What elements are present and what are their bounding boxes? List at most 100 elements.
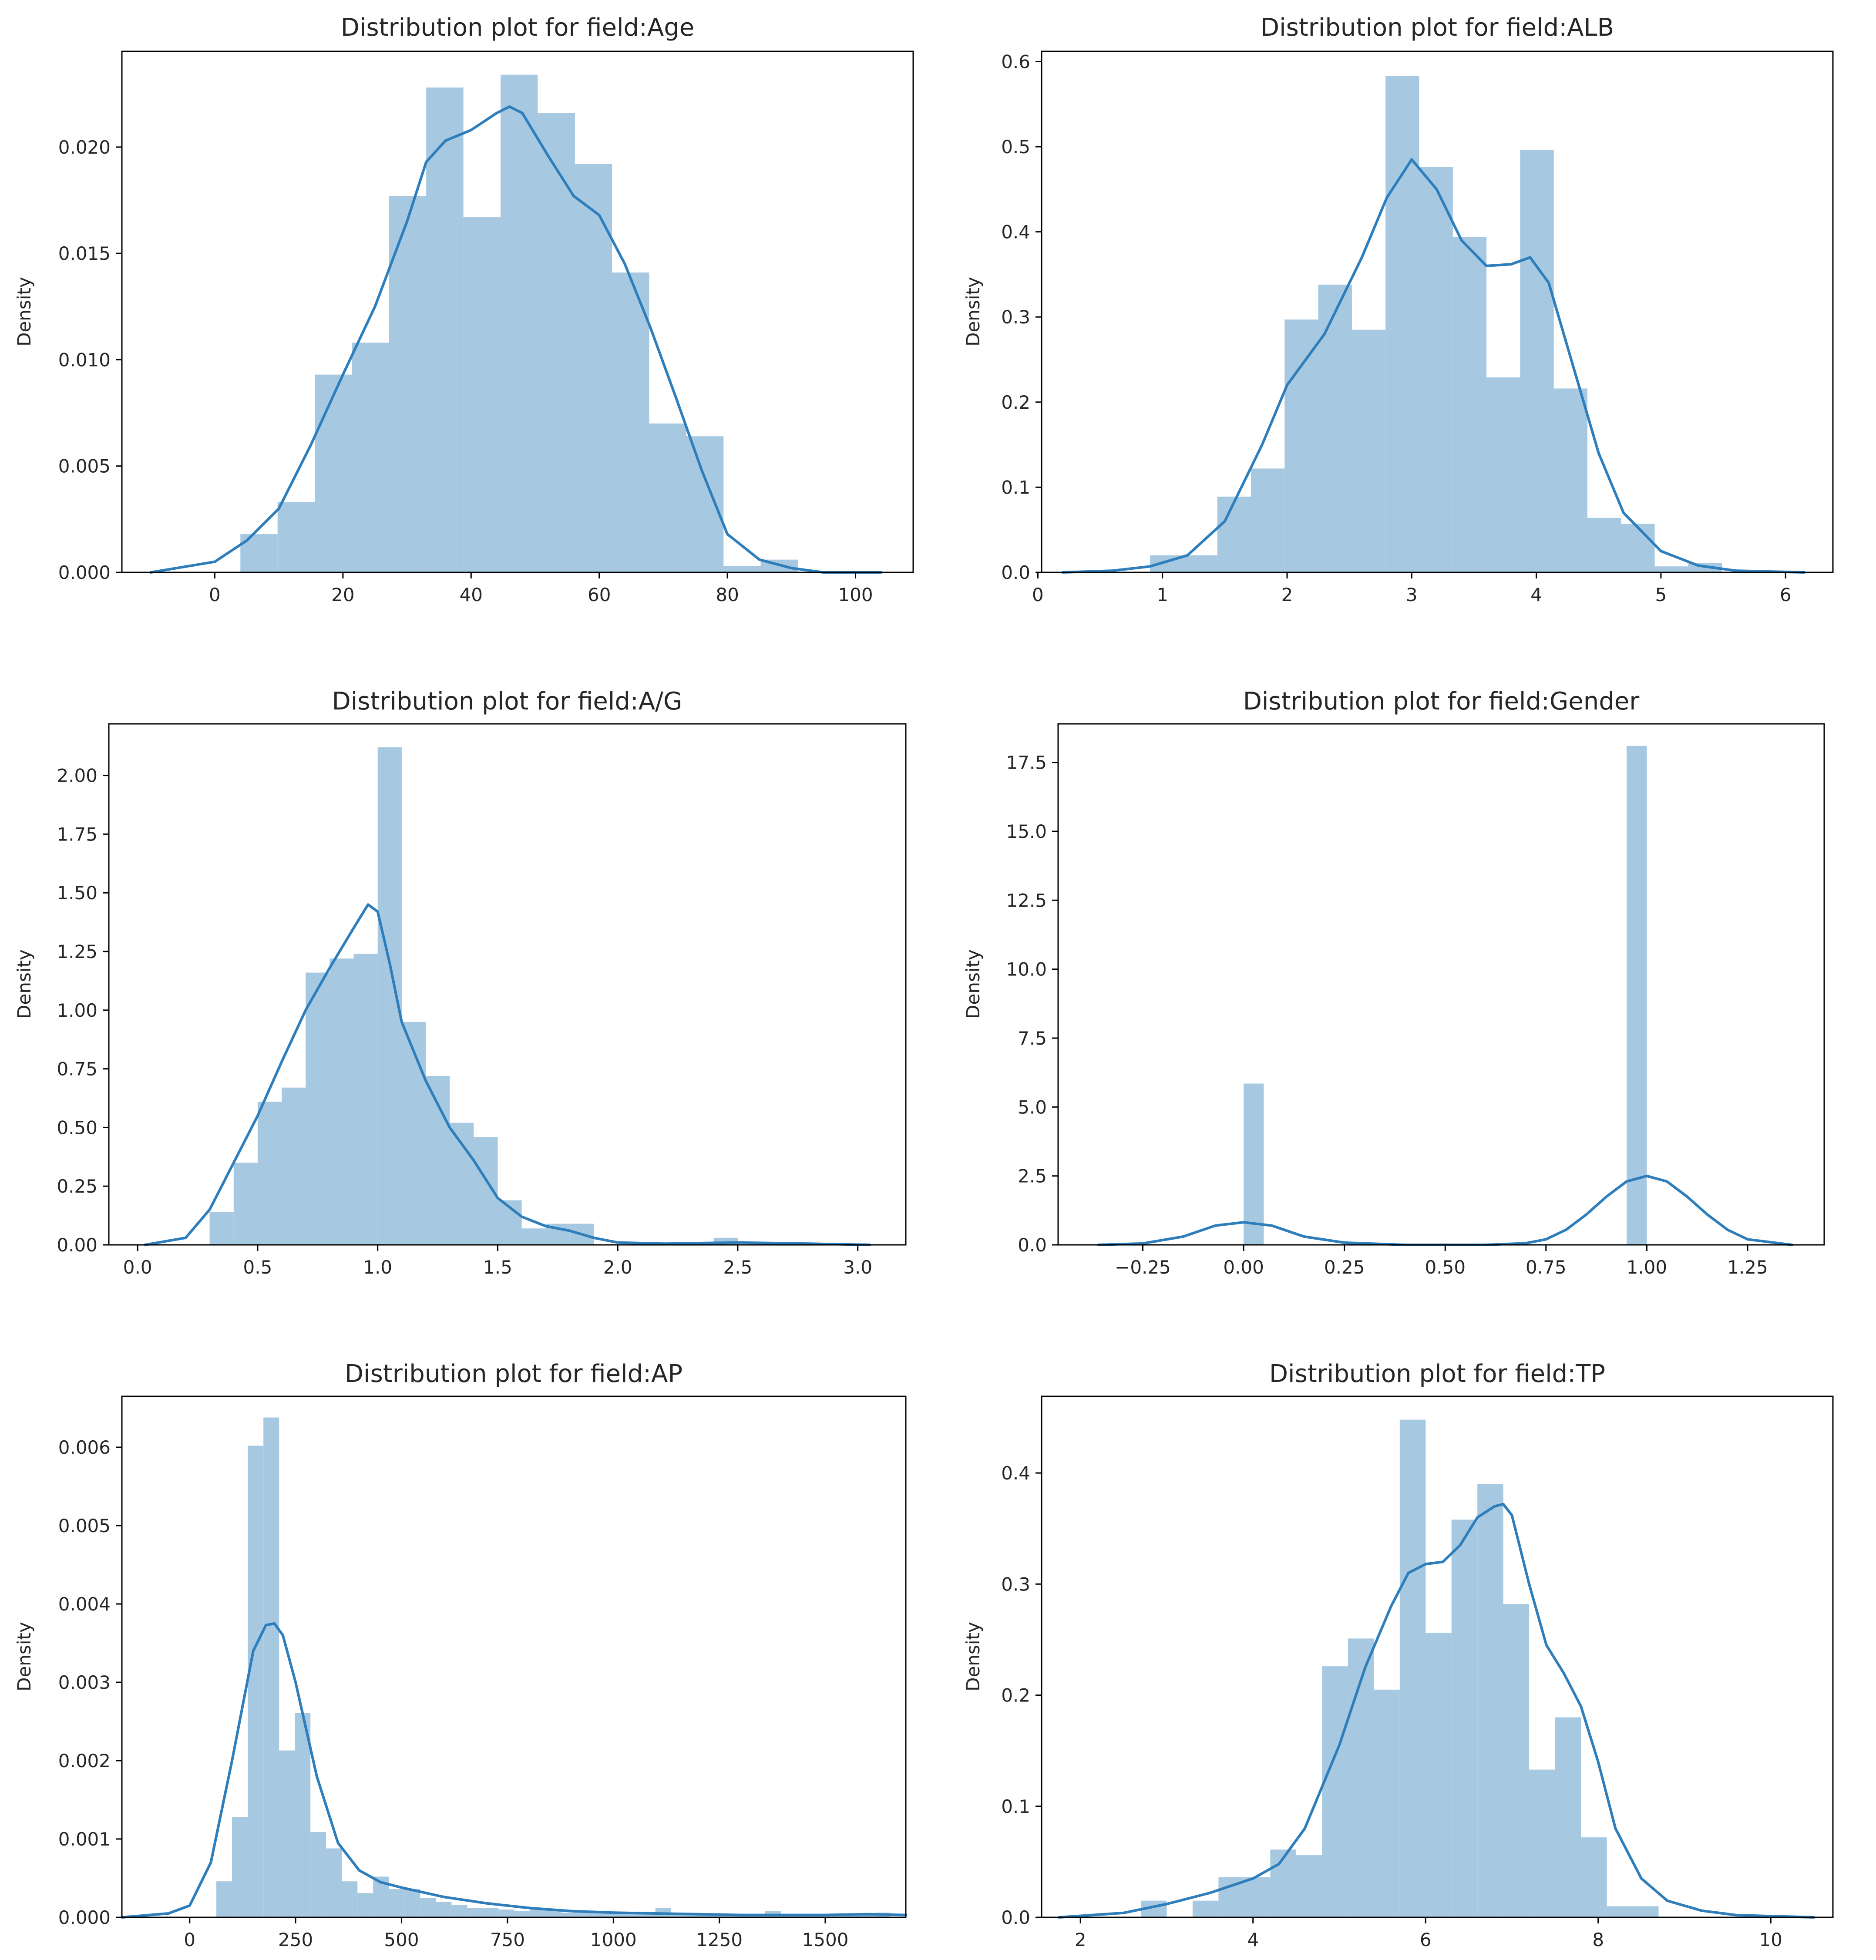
y-tick-label: 0.25	[57, 1176, 97, 1197]
y-tick-label: 0.010	[58, 349, 111, 370]
histogram-bar	[702, 1915, 718, 1917]
histogram-bar	[1192, 1900, 1219, 1917]
y-tick-label: 15.0	[1006, 821, 1047, 842]
histogram-bar	[1284, 319, 1318, 572]
y-tick-label: 5.0	[1018, 1096, 1047, 1118]
histogram-bar	[216, 1881, 232, 1917]
y-tick-label: 7.5	[1018, 1028, 1047, 1049]
x-tick-label: 0	[209, 584, 221, 605]
x-tick-label: 0.00	[1223, 1257, 1264, 1278]
panel-tp: Distribution plot for field:TP Density 2…	[962, 1360, 1834, 1950]
y-tick-label: 0.003	[58, 1672, 111, 1693]
x-tick-label: 0.50	[1425, 1257, 1466, 1278]
y-tick-label: 0.1	[1001, 1796, 1030, 1817]
y-axis-label: Density	[962, 277, 984, 346]
histogram-bar	[401, 1022, 426, 1245]
histogram-bar	[1581, 1837, 1607, 1917]
histogram-bar	[282, 1087, 306, 1245]
x-tick-label: 0.0	[123, 1257, 152, 1278]
histogram-bar	[575, 164, 612, 572]
y-tick-label: 0.2	[1001, 1685, 1030, 1706]
histogram-bar	[263, 1417, 279, 1917]
x-tick-label: 1250	[696, 1929, 743, 1950]
x-tick-label: 20	[331, 584, 354, 605]
x-tick-label: 0	[184, 1929, 195, 1950]
x-tick-label: 0.5	[243, 1257, 272, 1278]
histogram-bar	[545, 1910, 561, 1917]
y-tick-label: 1.25	[57, 941, 97, 962]
histogram-bar	[326, 1848, 342, 1917]
y-tick-label: 0.0	[1018, 1234, 1047, 1256]
histogram-bar	[1587, 518, 1621, 572]
histogram-bar	[1425, 1633, 1452, 1917]
histogram-bar	[209, 1212, 234, 1245]
histogram-bar	[389, 196, 427, 572]
histogram-bar	[718, 1915, 734, 1917]
y-tick-label: 1.00	[57, 1000, 97, 1021]
y-tick-label: 0.3	[1001, 1573, 1030, 1595]
y-tick-label: 10.0	[1006, 959, 1047, 980]
y-tick-label: 0.005	[58, 1515, 111, 1536]
histogram-bar	[1183, 555, 1217, 572]
panel-title: Distribution plot for field:A/G	[332, 687, 682, 716]
kde-line	[121, 1622, 907, 1919]
histogram-bar	[1452, 237, 1487, 572]
y-tick-label: 17.5	[1006, 752, 1047, 773]
histogram-bar	[498, 1910, 514, 1917]
histogram-bar	[639, 1914, 656, 1917]
y-tick-label: 0.004	[58, 1594, 111, 1615]
histogram-bar	[232, 1817, 248, 1917]
histogram-bar	[483, 1908, 499, 1917]
histogram-bar	[352, 343, 389, 572]
histogram-bar	[389, 1889, 405, 1917]
x-tick-label: 2	[1075, 1929, 1086, 1950]
histogram-bar	[827, 1915, 844, 1917]
histogram-bar	[561, 1913, 577, 1917]
histogram-bar	[1270, 1849, 1296, 1917]
x-tick-label: 2	[1281, 584, 1293, 605]
histogram-bar	[342, 1881, 358, 1917]
histogram-bar	[1607, 1906, 1633, 1917]
histogram-bar	[248, 1446, 264, 1917]
histogram-bar	[514, 1911, 530, 1917]
y-tick-label: 0.6	[1001, 51, 1030, 73]
histogram-bar	[624, 1913, 640, 1917]
y-tick-label: 0.000	[58, 562, 111, 583]
histogram-bar	[329, 958, 354, 1245]
histogram-bar	[1555, 1717, 1581, 1917]
kde-line	[1097, 1174, 1793, 1246]
histogram-bar	[686, 436, 724, 572]
x-tick-label: 0	[1032, 584, 1044, 605]
x-tick-label: 500	[384, 1929, 419, 1950]
y-tick-label: 0.001	[58, 1829, 111, 1850]
y-axis-label: Density	[13, 277, 35, 346]
y-tick-label: 0.000	[58, 1907, 111, 1928]
histogram-bar	[1553, 388, 1587, 572]
histogram-bar	[1503, 1604, 1530, 1917]
histogram-bar	[1399, 1419, 1426, 1917]
histogram-bar	[1352, 329, 1386, 572]
histogram-bar	[1348, 1638, 1374, 1917]
x-tick-label: 100	[838, 584, 873, 605]
histogram-bar	[859, 1915, 875, 1917]
x-tick-label: 3.0	[843, 1257, 872, 1278]
x-tick-label: 4	[1247, 1929, 1259, 1950]
x-tick-label: 1500	[802, 1929, 849, 1950]
y-tick-label: 0.3	[1001, 306, 1030, 328]
histogram-bar	[404, 1889, 420, 1917]
axes-frame	[121, 50, 914, 573]
histogram-bar	[521, 1228, 546, 1245]
y-tick-label: 0.2	[1001, 392, 1030, 413]
x-tick-label: 6	[1420, 1929, 1432, 1950]
y-tick-label: 0.0	[1001, 562, 1030, 583]
x-tick-label: 0.25	[1324, 1257, 1365, 1278]
kde-line	[149, 105, 883, 574]
x-tick-label: 1.0	[363, 1257, 392, 1278]
y-tick-label: 0.1	[1001, 477, 1030, 498]
histogram-bar	[310, 1832, 326, 1917]
y-axis-label: Density	[13, 1622, 35, 1691]
histogram-bar	[1296, 1855, 1322, 1917]
panel-age: Distribution plot for field:Age Density …	[13, 13, 914, 605]
x-tick-label: 80	[716, 584, 739, 605]
